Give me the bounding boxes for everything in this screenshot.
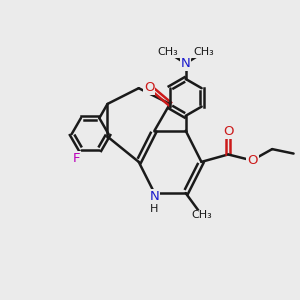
Text: CH₃: CH₃ <box>192 210 212 220</box>
Text: CH₃: CH₃ <box>193 47 214 57</box>
Text: CH₃: CH₃ <box>158 47 178 57</box>
Text: O: O <box>223 125 233 138</box>
Text: O: O <box>247 154 258 167</box>
Text: O: O <box>144 81 154 94</box>
Text: F: F <box>72 152 80 165</box>
Text: N: N <box>150 190 159 203</box>
Text: N: N <box>181 57 190 70</box>
Text: H: H <box>150 204 159 214</box>
